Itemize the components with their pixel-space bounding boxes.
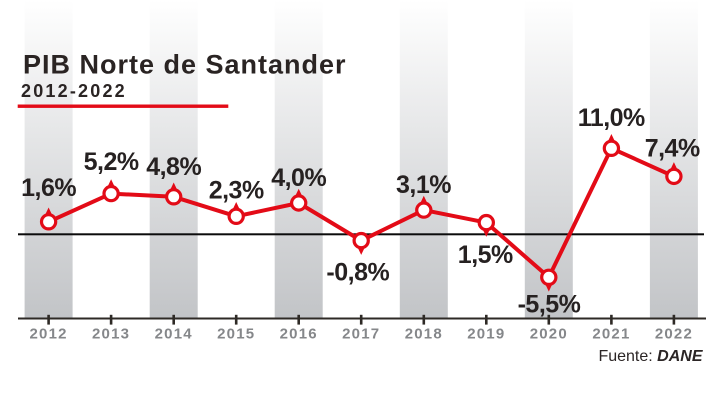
- svg-text:2016: 2016: [280, 325, 318, 342]
- svg-text:Fuente: DANE: Fuente: DANE: [598, 348, 703, 365]
- svg-text:1,5%: 1,5%: [458, 241, 513, 269]
- svg-text:2019: 2019: [467, 325, 505, 342]
- svg-text:5,2%: 5,2%: [84, 148, 139, 176]
- svg-text:2015: 2015: [217, 325, 255, 342]
- svg-text:2,3%: 2,3%: [209, 177, 264, 205]
- svg-text:7,4%: 7,4%: [645, 134, 700, 162]
- svg-text:2020: 2020: [530, 325, 568, 342]
- svg-text:3,1%: 3,1%: [396, 171, 451, 199]
- svg-text:11,0%: 11,0%: [578, 104, 645, 132]
- svg-text:-0,8%: -0,8%: [326, 258, 389, 286]
- svg-text:2017: 2017: [342, 325, 380, 342]
- svg-text:2012-2022: 2012-2022: [21, 81, 127, 101]
- svg-text:2012: 2012: [30, 325, 68, 342]
- svg-text:2021: 2021: [592, 325, 630, 342]
- svg-text:2013: 2013: [92, 325, 130, 342]
- svg-text:4,0%: 4,0%: [271, 164, 326, 192]
- svg-text:-5,5%: -5,5%: [518, 290, 581, 318]
- svg-text:2018: 2018: [405, 325, 443, 342]
- svg-text:PIB Norte de Santander: PIB Norte de Santander: [23, 50, 347, 80]
- svg-text:4,8%: 4,8%: [146, 153, 201, 181]
- svg-text:2014: 2014: [155, 325, 193, 342]
- svg-text:1,6%: 1,6%: [21, 174, 76, 202]
- svg-text:2022: 2022: [655, 325, 693, 342]
